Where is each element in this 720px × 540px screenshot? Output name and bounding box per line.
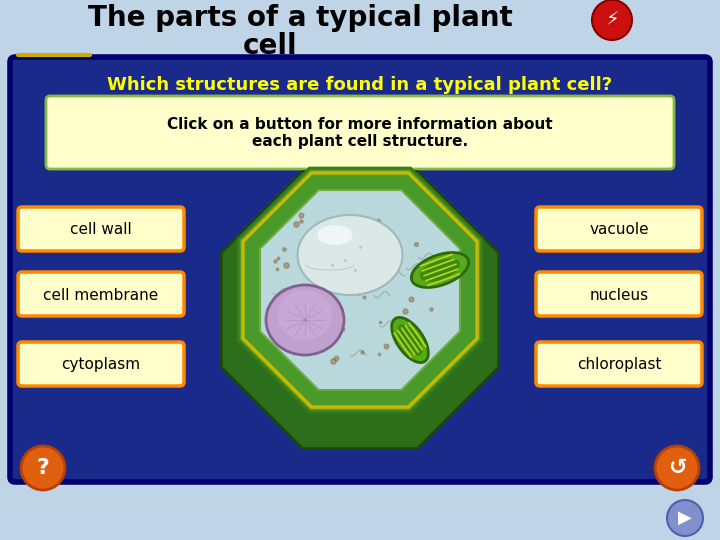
Circle shape [667, 500, 703, 536]
Circle shape [655, 446, 699, 490]
Text: cell membrane: cell membrane [43, 287, 158, 302]
Text: cell wall: cell wall [70, 222, 132, 238]
Text: cytoplasm: cytoplasm [61, 357, 140, 373]
Polygon shape [260, 190, 460, 390]
Text: ▶: ▶ [678, 509, 692, 527]
Text: chloroplast: chloroplast [577, 357, 661, 373]
Text: nucleus: nucleus [590, 287, 649, 302]
Polygon shape [392, 318, 428, 362]
Ellipse shape [318, 225, 353, 245]
Text: ?: ? [37, 458, 50, 478]
Text: Which structures are found in a typical plant cell?: Which structures are found in a typical … [107, 76, 613, 94]
Circle shape [21, 446, 65, 490]
FancyBboxPatch shape [536, 272, 702, 316]
Polygon shape [238, 168, 482, 412]
Ellipse shape [297, 215, 402, 295]
Polygon shape [411, 253, 469, 287]
Ellipse shape [277, 290, 333, 340]
Polygon shape [397, 325, 423, 356]
Circle shape [592, 0, 632, 40]
Polygon shape [222, 171, 498, 449]
FancyBboxPatch shape [18, 342, 184, 386]
Text: cell: cell [243, 32, 297, 60]
Ellipse shape [266, 285, 344, 355]
FancyBboxPatch shape [18, 272, 184, 316]
FancyBboxPatch shape [536, 342, 702, 386]
Text: ↺: ↺ [667, 458, 686, 478]
FancyBboxPatch shape [10, 57, 710, 482]
Text: ⚡: ⚡ [605, 10, 619, 30]
Text: vacuole: vacuole [589, 222, 649, 238]
Text: Click on a button for more information about
each plant cell structure.: Click on a button for more information a… [167, 117, 553, 149]
FancyBboxPatch shape [46, 96, 674, 169]
FancyBboxPatch shape [18, 207, 184, 251]
Text: The parts of a typical plant: The parts of a typical plant [88, 4, 513, 32]
FancyBboxPatch shape [536, 207, 702, 251]
Polygon shape [420, 258, 460, 282]
